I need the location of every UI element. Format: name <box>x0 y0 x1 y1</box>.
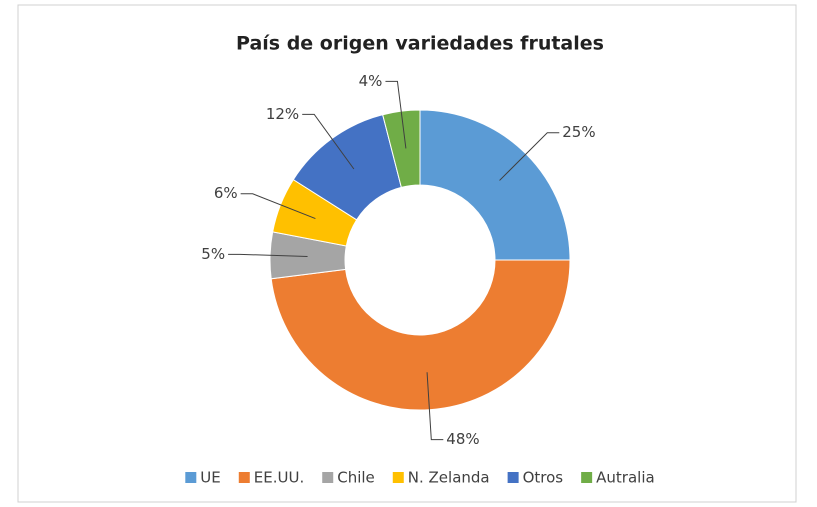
leader-line <box>385 80 407 149</box>
legend-label: Autralia <box>596 469 655 487</box>
legend-swatch <box>392 472 404 483</box>
data-label: 6% <box>214 184 238 202</box>
legend-label: EE.UU. <box>254 469 304 487</box>
chart-border <box>17 4 797 503</box>
legend-label: Otros <box>523 469 564 487</box>
legend-label: Chile <box>337 469 375 487</box>
leader-line <box>228 253 308 257</box>
data-label: 48% <box>446 430 479 448</box>
donut-slice <box>419 109 571 261</box>
donut-slice <box>382 109 421 188</box>
leader-line <box>302 113 355 170</box>
legend-swatch <box>185 472 197 483</box>
legend-label: N. Zelanda <box>408 469 490 487</box>
data-label: 25% <box>562 123 595 141</box>
legend-label: UE <box>200 469 220 487</box>
legend-swatch <box>581 472 593 483</box>
data-label: 5% <box>201 245 225 263</box>
leader-line <box>499 132 560 181</box>
leader-line <box>240 193 316 220</box>
data-label: 12% <box>266 105 299 123</box>
data-label: 4% <box>359 72 383 90</box>
legend-swatch <box>322 472 334 483</box>
leader-line <box>426 372 444 441</box>
legend-swatch <box>507 472 519 483</box>
legend-swatch <box>238 472 250 483</box>
donut-slice <box>270 259 571 411</box>
chart-title: País de origen variedades frutales <box>236 33 604 55</box>
